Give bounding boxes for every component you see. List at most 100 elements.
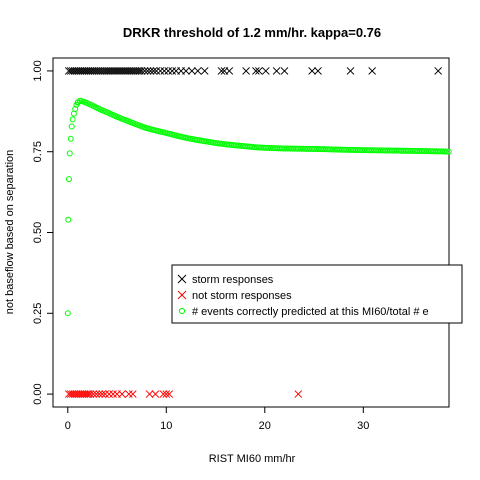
storm-response-point <box>225 67 234 75</box>
storm-response-point <box>74 67 83 75</box>
storm-response-point <box>118 67 126 75</box>
x-axis-label: RIST MI60 mm/hr <box>209 453 296 465</box>
not-storm-response-point <box>294 390 303 398</box>
legend-notstorm-marker <box>177 290 187 300</box>
not-storm-response-point <box>76 390 85 398</box>
storm-response-point <box>125 67 134 75</box>
storm-response-point <box>156 67 165 75</box>
not-storm-response-point <box>124 390 133 398</box>
x-axis: 0 10 20 30 <box>65 406 369 432</box>
plot-frame <box>52 57 450 408</box>
legend-events-marker <box>178 307 186 315</box>
legend-notstorm-label: not storm responses <box>192 290 292 302</box>
legend-storm-marker <box>177 274 187 284</box>
not-storm-response-point <box>101 390 110 398</box>
storm-response-point <box>434 67 443 75</box>
not-storm-response-point <box>109 390 117 398</box>
events-predicted-point <box>69 116 76 123</box>
y-tick-label: 0.25 <box>32 303 44 324</box>
x-tick-label: 0 <box>65 420 71 432</box>
storm-response-point <box>131 67 140 75</box>
storm-response-point <box>255 67 263 75</box>
not-storm-response-point <box>151 390 160 398</box>
storm-response-point <box>84 67 93 75</box>
storm-response-point <box>110 67 118 75</box>
storm-response-point <box>98 67 107 75</box>
storm-response-point <box>146 67 155 75</box>
x-tick-label: 10 <box>160 420 172 432</box>
x-tick-label: 20 <box>259 420 271 432</box>
storm-response-point <box>124 67 132 75</box>
storm-response-point <box>193 67 202 75</box>
not-storm-response-point <box>128 390 137 398</box>
not-storm-response-point <box>80 390 89 398</box>
storm-response-point <box>308 67 316 75</box>
y-axis: 0.00 0.25 0.50 0.75 1.00 <box>32 60 53 405</box>
y-axis-label: not baseflow based on separation <box>4 150 16 315</box>
series-green-circles <box>64 97 452 317</box>
not-storm-response-point <box>74 390 83 398</box>
plot-area <box>64 67 452 398</box>
storm-response-point <box>200 67 209 75</box>
storm-response-point <box>252 67 260 75</box>
not-storm-response-point <box>70 390 79 398</box>
not-storm-response-point <box>89 390 98 398</box>
storm-response-point <box>129 67 138 75</box>
storm-response-point <box>92 67 101 75</box>
legend: storm responses not storm responses # ev… <box>171 264 463 324</box>
storm-response-point <box>133 67 142 75</box>
y-tick-label: 0.50 <box>32 222 44 243</box>
storm-response-point <box>104 67 113 75</box>
storm-response-point <box>140 67 149 75</box>
not-storm-response-point <box>86 390 95 398</box>
storm-response-point <box>160 67 169 75</box>
storm-response-point <box>164 67 173 75</box>
storm-response-point <box>168 67 177 75</box>
storm-response-point <box>64 67 73 75</box>
storm-response-point <box>90 67 99 75</box>
storm-response-point <box>100 67 109 75</box>
not-storm-response-point <box>98 390 107 398</box>
legend-box <box>171 264 463 324</box>
storm-response-point <box>242 67 250 75</box>
storm-response-point <box>102 67 111 75</box>
storm-response-point <box>106 67 114 75</box>
storm-response-point <box>280 67 289 75</box>
storm-response-point <box>86 67 95 75</box>
storm-response-point <box>82 67 91 75</box>
storm-response-point <box>182 67 190 75</box>
storm-response-point <box>112 67 120 75</box>
not-storm-response-point <box>145 390 154 398</box>
storm-response-point <box>149 67 158 75</box>
y-tick-label: 1.00 <box>32 60 44 81</box>
events-predicted-point <box>68 123 75 130</box>
storm-response-point <box>70 67 79 75</box>
storm-response-point <box>68 67 77 75</box>
events-predicted-point <box>65 216 72 223</box>
storm-response-point <box>137 67 146 75</box>
storm-response-point <box>314 67 322 75</box>
storm-response-point <box>76 67 85 75</box>
not-storm-response-point <box>64 390 73 398</box>
storm-response-point <box>368 67 377 75</box>
storm-response-point <box>94 67 103 75</box>
not-storm-response-point <box>66 390 75 398</box>
events-predicted-point <box>65 176 72 183</box>
legend-storm-label: storm responses <box>192 274 274 286</box>
series-black-crosses <box>64 67 443 75</box>
storm-response-point <box>80 67 89 75</box>
storm-response-point <box>78 67 87 75</box>
not-storm-response-point <box>68 390 77 398</box>
storm-response-point <box>127 67 136 75</box>
storm-response-point <box>114 67 122 75</box>
storm-response-point <box>188 67 196 75</box>
not-storm-response-point <box>95 390 104 398</box>
storm-response-point <box>72 67 81 75</box>
storm-response-point <box>152 67 161 75</box>
events-predicted-point <box>66 150 73 157</box>
events-predicted-point <box>445 148 452 155</box>
not-storm-response-point <box>92 390 101 398</box>
events-predicted-point <box>64 310 71 317</box>
not-storm-response-point <box>105 390 114 398</box>
